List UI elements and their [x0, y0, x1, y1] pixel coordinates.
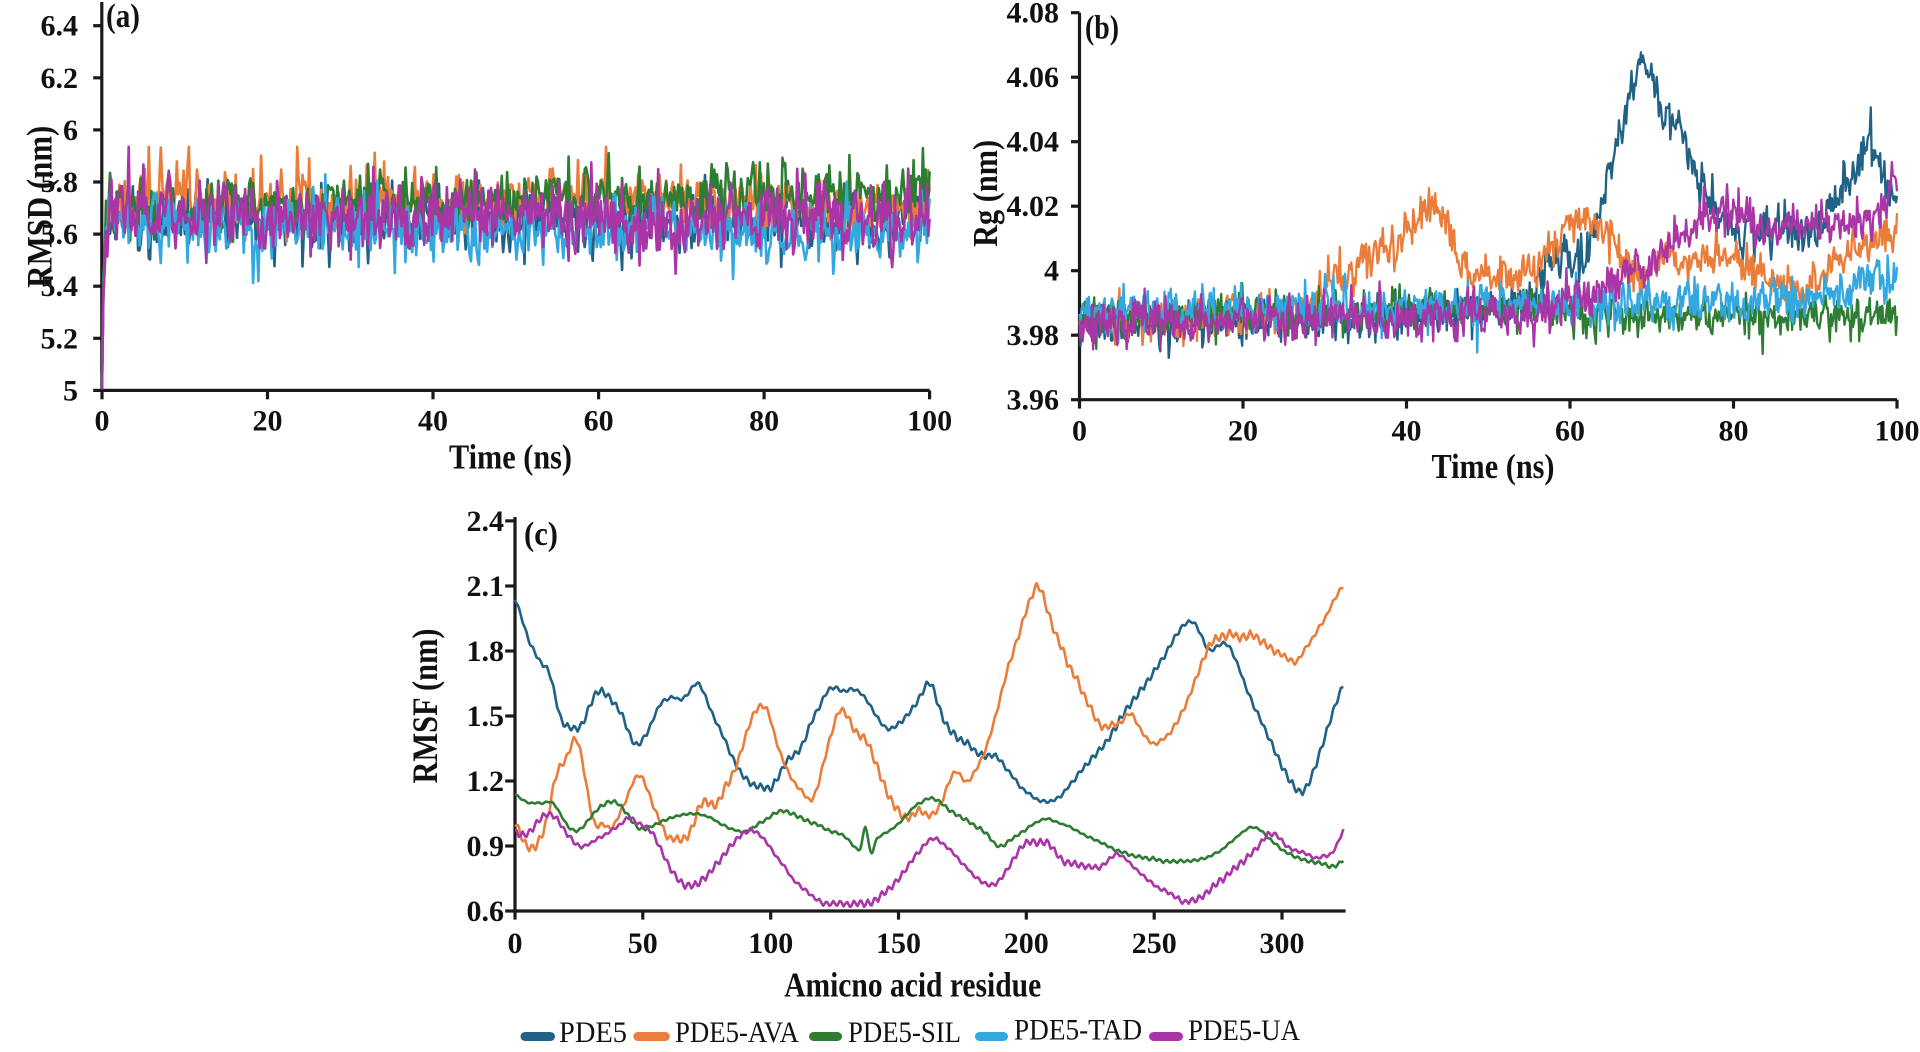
svg-text:80: 80: [749, 405, 779, 438]
svg-text:4.04: 4.04: [1007, 126, 1060, 159]
svg-text:Amicno acid residue: Amicno acid residue: [784, 966, 1041, 1005]
svg-text:5: 5: [63, 374, 78, 407]
svg-text:PDE5-TAD: PDE5-TAD: [1014, 1014, 1142, 1047]
svg-text:80: 80: [1719, 415, 1749, 448]
svg-text:250: 250: [1132, 927, 1177, 960]
svg-text:4.08: 4.08: [1007, 0, 1060, 30]
svg-text:1.8: 1.8: [467, 635, 505, 668]
svg-text:5.6: 5.6: [41, 218, 79, 251]
svg-text:Rg (nm): Rg (nm): [966, 140, 1005, 247]
svg-text:150: 150: [876, 927, 921, 960]
svg-text:0.9: 0.9: [467, 830, 505, 863]
svg-text:Time (ns): Time (ns): [449, 437, 572, 476]
svg-text:20: 20: [1228, 415, 1258, 448]
svg-text:1.5: 1.5: [467, 700, 505, 733]
svg-text:5.4: 5.4: [41, 270, 79, 303]
svg-text:RMSF (nm): RMSF (nm): [405, 629, 445, 784]
svg-text:0: 0: [95, 405, 110, 438]
svg-text:0.6: 0.6: [467, 895, 505, 928]
svg-text:4: 4: [1044, 255, 1059, 288]
svg-text:3.96: 3.96: [1007, 384, 1060, 417]
svg-text:PDE5-SIL: PDE5-SIL: [848, 1016, 961, 1047]
svg-text:3.98: 3.98: [1007, 319, 1060, 352]
svg-text:(b): (b): [1085, 10, 1119, 47]
svg-text:4.02: 4.02: [1007, 190, 1060, 223]
svg-text:6: 6: [63, 114, 78, 147]
svg-text:40: 40: [1392, 415, 1422, 448]
svg-text:60: 60: [1555, 415, 1585, 448]
svg-text:(c): (c): [524, 516, 558, 553]
svg-text:60: 60: [584, 405, 614, 438]
svg-text:300: 300: [1260, 927, 1305, 960]
svg-text:PDE5: PDE5: [559, 1016, 627, 1047]
svg-text:5.2: 5.2: [41, 322, 79, 355]
svg-text:200: 200: [1004, 927, 1049, 960]
svg-text:5.8: 5.8: [41, 166, 79, 199]
svg-text:6.2: 6.2: [41, 62, 79, 95]
svg-text:0: 0: [508, 927, 523, 960]
svg-text:6.4: 6.4: [41, 10, 79, 43]
svg-text:4.06: 4.06: [1007, 61, 1060, 94]
svg-text:Time (ns): Time (ns): [1432, 447, 1555, 486]
svg-text:100: 100: [1875, 415, 1920, 448]
svg-text:100: 100: [907, 405, 952, 438]
svg-text:20: 20: [253, 405, 283, 438]
svg-text:2.1: 2.1: [467, 570, 505, 603]
svg-text:2.4: 2.4: [467, 505, 505, 538]
svg-text:50: 50: [628, 927, 658, 960]
svg-text:RMSD (nm): RMSD (nm): [20, 126, 60, 288]
svg-text:100: 100: [748, 927, 793, 960]
svg-text:0: 0: [1072, 415, 1087, 448]
svg-text:40: 40: [418, 405, 448, 438]
svg-text:PDE5-UA: PDE5-UA: [1188, 1014, 1300, 1047]
svg-text:PDE5-AVA: PDE5-AVA: [675, 1016, 799, 1047]
svg-text:(a): (a): [106, 0, 140, 35]
svg-text:1.2: 1.2: [467, 765, 505, 798]
